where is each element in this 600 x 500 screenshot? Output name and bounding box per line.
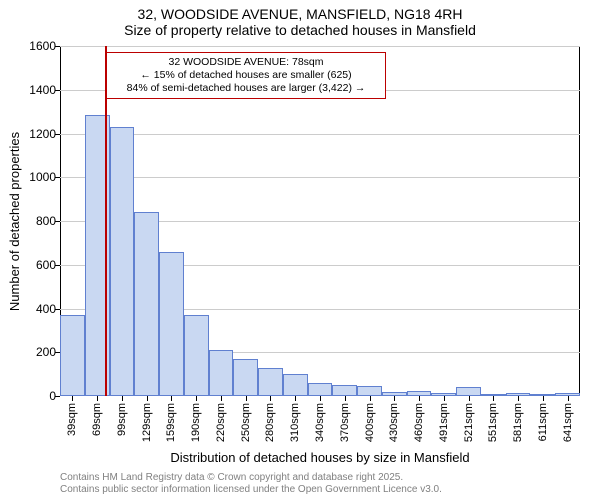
x-tick [469,396,470,401]
annotation-line: 32 WOODSIDE AVENUE: 78sqm [113,56,379,69]
x-tick-label: 460sqm [413,403,425,453]
histogram-plot: 0200400600800100012001400160039sqm69sqm9… [60,46,580,396]
x-tick [147,396,148,401]
x-tick [345,396,346,401]
x-tick [171,396,172,401]
histogram-bar [357,386,382,396]
histogram-bar [283,374,308,396]
x-tick-label: 280sqm [264,403,276,453]
x-tick-label: 159sqm [165,403,177,453]
x-tick-label: 220sqm [215,403,227,453]
x-axis-title: Distribution of detached houses by size … [60,450,580,465]
gridline [60,46,580,47]
histogram-bar [258,368,283,396]
histogram-bar [233,359,258,396]
x-tick [122,396,123,401]
y-tick-label: 600 [16,258,56,272]
x-tick-label: 69sqm [91,403,103,453]
y-tick-label: 400 [16,302,56,316]
histogram-bar [60,315,85,396]
x-tick-label: 190sqm [190,403,202,453]
y-tick-label: 1200 [16,127,56,141]
x-tick-label: 99sqm [116,403,128,453]
histogram-bar [332,385,357,396]
page-title-line2: Size of property relative to detached ho… [0,22,600,42]
x-tick [370,396,371,401]
x-tick-label: 581sqm [512,403,524,453]
x-tick-label: 400sqm [364,403,376,453]
x-tick-label: 370sqm [339,403,351,453]
x-tick [221,396,222,401]
x-tick-label: 310sqm [289,403,301,453]
annotation-line: ← 15% of detached houses are smaller (62… [113,69,379,82]
x-tick [97,396,98,401]
x-tick [320,396,321,401]
y-tick-label: 0 [16,389,56,403]
x-tick-label: 491sqm [438,403,450,453]
histogram-bar [110,127,135,396]
y-tick-label: 1400 [16,83,56,97]
x-tick [568,396,569,401]
y-tick-label: 200 [16,345,56,359]
x-tick [295,396,296,401]
x-tick [419,396,420,401]
y-tick-label: 1600 [16,39,56,53]
histogram-bar [159,252,184,396]
x-tick-label: 641sqm [562,403,574,453]
x-tick [543,396,544,401]
histogram-bar [184,315,209,396]
x-tick [270,396,271,401]
annotation-line: 84% of semi-detached houses are larger (… [113,82,379,95]
property-annotation-box: 32 WOODSIDE AVENUE: 78sqm← 15% of detach… [106,52,386,99]
x-tick-label: 250sqm [240,403,252,453]
histogram-bar [209,350,234,396]
x-tick [518,396,519,401]
x-tick [394,396,395,401]
x-tick-label: 521sqm [463,403,475,453]
x-tick-label: 129sqm [141,403,153,453]
x-tick-label: 39sqm [66,403,78,453]
x-tick-label: 611sqm [537,403,549,453]
y-tick-label: 1000 [16,170,56,184]
x-tick [246,396,247,401]
x-tick [196,396,197,401]
histogram-bar [456,387,481,396]
histogram-bar [308,383,333,396]
x-tick-label: 430sqm [388,403,400,453]
x-tick-label: 551sqm [487,403,499,453]
gridline [60,134,580,135]
x-tick [444,396,445,401]
histogram-bar [134,212,159,396]
footnote-2: Contains public sector information licen… [60,484,442,495]
x-tick [72,396,73,401]
x-tick-label: 340sqm [314,403,326,453]
gridline [60,177,580,178]
x-tick [493,396,494,401]
y-tick-label: 800 [16,214,56,228]
page-title-line1: 32, WOODSIDE AVENUE, MANSFIELD, NG18 4RH [0,0,600,22]
footnote-1: Contains HM Land Registry data © Crown c… [60,472,403,483]
